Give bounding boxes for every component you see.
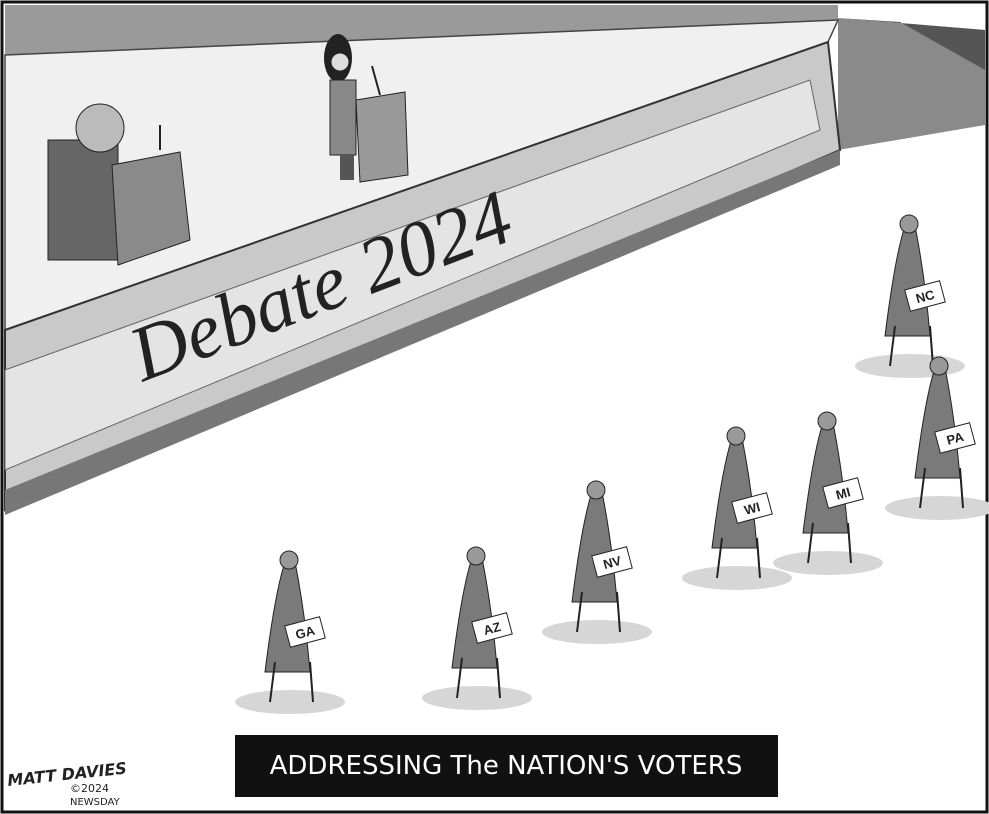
chair-leg xyxy=(756,537,761,579)
chair-leg xyxy=(889,325,896,367)
chair-leg xyxy=(716,537,723,579)
signature-publisher: NEWSDAY xyxy=(70,797,121,808)
caption: ADDRESSING The NATION'S VOTERS xyxy=(270,751,743,781)
chair-leg xyxy=(496,657,501,699)
voter-head xyxy=(899,214,919,234)
sign xyxy=(904,280,946,312)
sign xyxy=(471,612,513,644)
sign-label: NC xyxy=(914,287,937,307)
chair-leg xyxy=(616,591,621,633)
voter-head xyxy=(279,550,299,570)
shadow xyxy=(773,551,883,575)
stage-panel xyxy=(4,79,821,471)
voter-head xyxy=(586,480,606,500)
caption-box xyxy=(235,735,778,797)
voter-head xyxy=(929,356,949,376)
sign xyxy=(284,616,326,648)
sign xyxy=(822,477,864,509)
sign xyxy=(591,546,633,578)
stage-side-shadow xyxy=(838,18,985,150)
voter: WI xyxy=(682,426,792,590)
sign-label: PA xyxy=(945,429,966,448)
voter-head xyxy=(726,426,746,446)
shadow xyxy=(542,620,652,644)
stage-base xyxy=(5,150,840,515)
backdrop xyxy=(5,5,838,55)
sign xyxy=(731,492,773,524)
stage-corner xyxy=(838,18,985,70)
voter: NV xyxy=(542,480,652,644)
candidate-left xyxy=(47,103,191,266)
voter-head xyxy=(466,546,486,566)
sign-label: WI xyxy=(743,499,762,518)
shadow xyxy=(422,686,532,710)
signature-copyright: ©2024 xyxy=(70,782,109,795)
chair-leg xyxy=(807,522,814,564)
chair-leg xyxy=(269,661,276,703)
shadow xyxy=(235,690,345,714)
voter-head xyxy=(817,411,837,431)
voter: MI xyxy=(773,411,883,575)
chair-leg xyxy=(576,591,583,633)
chair-leg xyxy=(847,522,852,564)
sign-label: NV xyxy=(601,553,623,572)
sign-label: AZ xyxy=(482,619,503,638)
chair-leg xyxy=(309,661,314,703)
chair-leg xyxy=(456,657,463,699)
sign-label: MI xyxy=(834,484,852,502)
voter: AZ xyxy=(422,546,532,710)
candidate-right xyxy=(324,34,409,183)
shadow xyxy=(682,566,792,590)
voters: NC PA MI WI NV AZ GA xyxy=(235,214,989,714)
chair-leg xyxy=(959,467,964,509)
sign xyxy=(934,422,976,454)
chair-leg xyxy=(919,467,926,509)
voter: PA xyxy=(885,356,989,520)
sign-label: GA xyxy=(294,623,317,643)
voter: GA xyxy=(235,550,345,714)
